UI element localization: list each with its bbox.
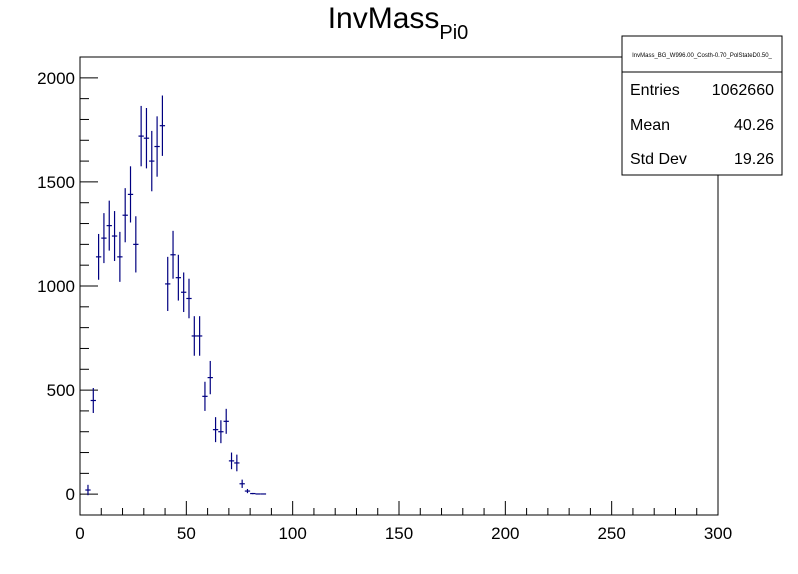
stats-box: InvMass_BG_W996.00_Costh-0.70_PolStateD0… <box>621 35 783 176</box>
data-point <box>95 233 102 280</box>
data-point <box>207 360 213 395</box>
stats-mean-value: 40.26 <box>734 117 774 134</box>
data-point <box>196 316 203 356</box>
data-point <box>181 272 187 313</box>
data-point <box>101 213 107 264</box>
data-point <box>234 454 240 472</box>
axes: 0 50 100 150 200 250 300 0 500 1000 1500 2000 <box>37 56 732 543</box>
stats-stddev-value: 19.26 <box>734 151 774 168</box>
data-point <box>85 484 91 496</box>
chart-title-main: InvMass <box>328 2 440 35</box>
data-point <box>228 452 235 470</box>
chart-title: InvMassPi0 <box>328 2 469 44</box>
data-point <box>202 381 208 411</box>
data-point <box>133 216 139 273</box>
data-point <box>143 108 150 169</box>
x-tick-label: 100 <box>278 524 306 543</box>
y-tick-label: 500 <box>47 381 75 400</box>
data-point <box>122 188 128 243</box>
data-point <box>111 211 118 262</box>
stats-stddev-label: Std Dev <box>630 151 687 168</box>
stats-mean-label: Mean <box>630 117 670 134</box>
y-tick-label: 2000 <box>37 69 75 88</box>
x-tick-label: 0 <box>75 524 84 543</box>
data-point <box>149 130 155 192</box>
stats-histogram-name: InvMass_BG_W996.00_Costh-0.70_PolStateD0… <box>632 53 772 59</box>
data-point <box>165 256 171 311</box>
data-point <box>90 388 96 413</box>
data-point <box>250 492 256 495</box>
data-point <box>191 316 197 356</box>
x-tick-label: 200 <box>491 524 519 543</box>
x-tick-label: 150 <box>385 524 413 543</box>
y-tick-label: 1000 <box>37 277 75 296</box>
data-point <box>218 420 224 444</box>
data-point <box>159 95 166 156</box>
y-tick-label: 0 <box>66 485 75 504</box>
data-point <box>117 231 123 282</box>
stats-entries-value: 1062660 <box>712 82 774 99</box>
data-point <box>127 166 134 223</box>
data-layer <box>85 95 267 496</box>
y-tick-label: 1500 <box>37 173 75 192</box>
chart-title-subscript: Pi0 <box>439 22 468 44</box>
data-point <box>239 479 245 488</box>
data-point <box>154 116 160 177</box>
data-point <box>175 254 182 301</box>
data-point <box>244 488 251 494</box>
data-point <box>186 278 192 319</box>
x-tick-label: 300 <box>704 524 732 543</box>
data-point <box>138 105 144 167</box>
data-point <box>223 408 229 434</box>
data-point <box>170 230 176 279</box>
x-tick-label: 50 <box>177 524 196 543</box>
stats-entries-label: Entries <box>630 82 680 99</box>
stats-box-frame <box>621 35 783 176</box>
data-point <box>212 417 219 443</box>
data-point <box>106 200 112 251</box>
x-tick-label: 250 <box>597 524 625 543</box>
